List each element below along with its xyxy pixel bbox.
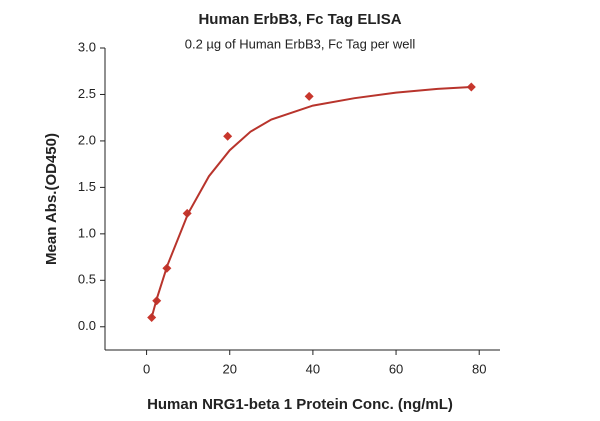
x-tick-label: 80 [472,361,486,376]
x-tick-label: 60 [389,361,403,376]
x-axis-label: Human NRG1-beta 1 Protein Conc. (ng/mL) [147,396,453,413]
chart-title: Human ErbB3, Fc Tag ELISA [198,11,401,28]
fit-curve [150,86,472,318]
y-tick-label: 0.5 [78,272,96,287]
data-point [223,131,233,141]
x-tick-label: 20 [223,361,237,376]
data-point [304,91,314,101]
chart-subtitle: 0.2 µg of Human ErbB3, Fc Tag per well [185,36,416,51]
y-tick-label: 0.0 [78,318,96,333]
y-axis-label: Mean Abs.(OD450) [43,133,60,265]
y-tick-label: 3.0 [78,39,96,54]
x-tick-label: 40 [306,361,320,376]
x-tick-label: 0 [143,361,150,376]
y-tick-label: 1.0 [78,225,96,240]
y-tick-label: 2.5 [78,86,96,101]
y-tick-label: 1.5 [78,179,96,194]
y-tick-label: 2.0 [78,132,96,147]
